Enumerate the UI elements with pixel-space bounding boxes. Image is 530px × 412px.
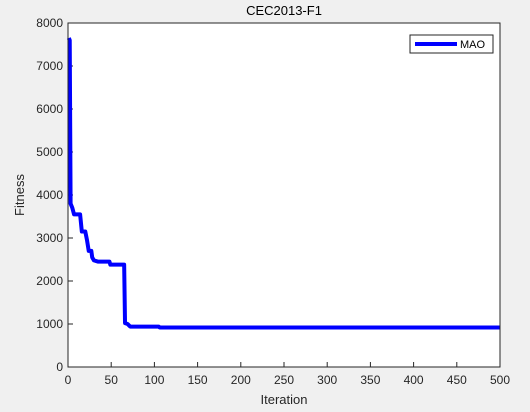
line-series — [67, 37, 500, 330]
plot-area — [68, 23, 500, 367]
y-tick-label: 4000 — [36, 188, 63, 202]
y-tick-label: 0 — [56, 360, 63, 374]
x-tick-label: 0 — [65, 373, 72, 387]
y-tick-label: 1000 — [36, 317, 63, 331]
x-tick-label: 300 — [317, 373, 337, 387]
y-tick-label: 5000 — [36, 145, 63, 159]
y-tick-label: 2000 — [36, 274, 63, 288]
x-tick-label: 350 — [360, 373, 380, 387]
x-tick-label: 250 — [274, 373, 294, 387]
x-tick-label: 50 — [105, 373, 119, 387]
y-tick-label: 3000 — [36, 231, 63, 245]
y-tick-label: 8000 — [36, 16, 63, 30]
axes-box — [67, 22, 501, 368]
x-tick-label: 500 — [490, 373, 510, 387]
x-tick-label: 400 — [404, 373, 424, 387]
y-axis-label: Fitness — [12, 174, 27, 216]
y-tick-label: 7000 — [36, 59, 63, 73]
x-tick-label: 450 — [447, 373, 467, 387]
x-tick-label: 200 — [231, 373, 251, 387]
y-tick-label: 6000 — [36, 102, 63, 116]
x-axis-label: Iteration — [261, 392, 308, 407]
x-tick-label: 100 — [144, 373, 164, 387]
chart-title: CEC2013-F1 — [246, 3, 322, 18]
x-tick-label: 150 — [188, 373, 208, 387]
legend-label: MAO — [460, 39, 486, 51]
